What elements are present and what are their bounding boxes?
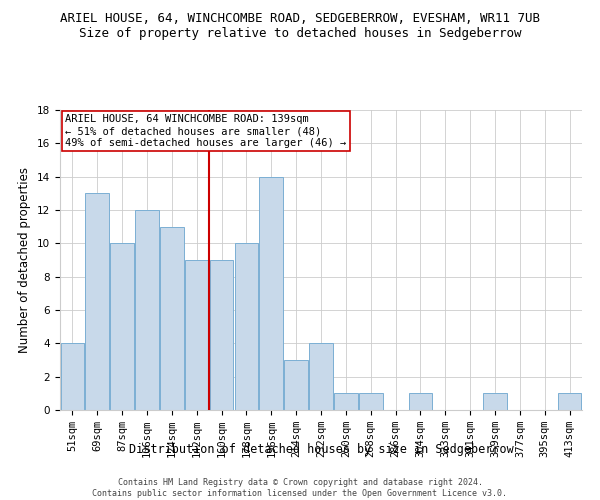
- Bar: [185, 260, 209, 410]
- Bar: [110, 244, 134, 410]
- Bar: [210, 260, 233, 410]
- Bar: [160, 226, 184, 410]
- Bar: [135, 210, 159, 410]
- Text: ARIEL HOUSE, 64, WINCHCOMBE ROAD, SEDGEBERROW, EVESHAM, WR11 7UB: ARIEL HOUSE, 64, WINCHCOMBE ROAD, SEDGEB…: [60, 12, 540, 26]
- Bar: [309, 344, 333, 410]
- Text: Distribution of detached houses by size in Sedgeberrow: Distribution of detached houses by size …: [128, 442, 514, 456]
- Text: Size of property relative to detached houses in Sedgeberrow: Size of property relative to detached ho…: [79, 28, 521, 40]
- Text: Contains HM Land Registry data © Crown copyright and database right 2024.
Contai: Contains HM Land Registry data © Crown c…: [92, 478, 508, 498]
- Bar: [284, 360, 308, 410]
- Y-axis label: Number of detached properties: Number of detached properties: [19, 167, 31, 353]
- Bar: [61, 344, 84, 410]
- Bar: [235, 244, 258, 410]
- Bar: [259, 176, 283, 410]
- Bar: [359, 394, 383, 410]
- Bar: [483, 394, 507, 410]
- Bar: [409, 394, 432, 410]
- Bar: [85, 194, 109, 410]
- Bar: [334, 394, 358, 410]
- Bar: [558, 394, 581, 410]
- Text: ARIEL HOUSE, 64 WINCHCOMBE ROAD: 139sqm
← 51% of detached houses are smaller (48: ARIEL HOUSE, 64 WINCHCOMBE ROAD: 139sqm …: [65, 114, 346, 148]
